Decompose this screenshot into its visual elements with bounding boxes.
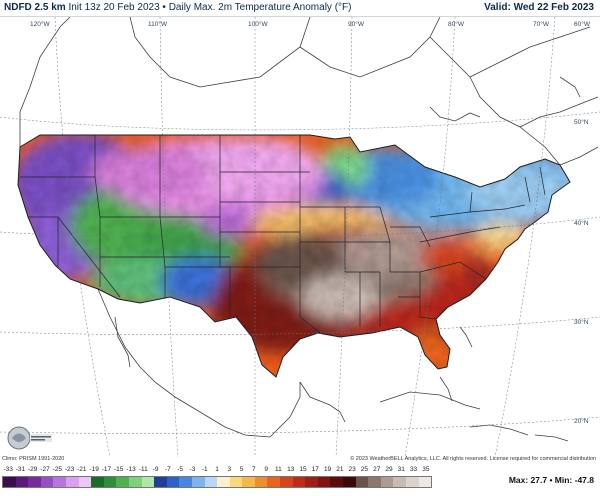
lat-label-30n: 30°N (574, 318, 589, 326)
colorbar-swatch (406, 477, 419, 487)
colorbar-tick-label: -25 (52, 466, 62, 473)
colorbar-tick-label: 17 (311, 466, 319, 473)
colorbar-tick-label: -3 (189, 466, 196, 473)
colorbar-tick-label: 31 (397, 466, 405, 473)
colorbar-tick-label: 15 (299, 466, 307, 473)
colorbar-swatch (166, 477, 180, 487)
model-name: NDFD 2.5 km (4, 2, 66, 13)
colorbar-tick-label: -21 (77, 466, 87, 473)
colorbar-swatch (53, 477, 66, 487)
colorbar-swatch (179, 477, 192, 487)
colorbar-swatch (91, 477, 104, 487)
colorbar-swatch (141, 477, 155, 487)
colorbar-tick-label: 23 (348, 466, 356, 473)
colorbar-swatch (217, 477, 230, 487)
conus-outline (17, 134, 571, 378)
colorbar-tick-label: -11 (138, 466, 148, 473)
colorbar-swatch (154, 477, 167, 487)
colorbar-swatch (280, 477, 293, 487)
colorbar-swatch (204, 477, 218, 487)
copyright-note: © 2023 WeatherBELL Analytics, LLC. All r… (350, 456, 596, 462)
colorbar-tick-label: 3 (227, 466, 232, 473)
lat-label-40n: 40°N (574, 219, 589, 227)
colorbar-tick-label: -27 (40, 466, 50, 473)
colorbar-tick-label: -23 (64, 466, 75, 473)
lat-label-20n: 20°N (574, 417, 589, 425)
colorbar-swatch (78, 477, 92, 487)
colorbar-swatch (393, 477, 406, 487)
colorbar-swatch (330, 477, 344, 487)
colorbar-swatch (418, 477, 432, 487)
colorbar-tick-label: -29 (28, 466, 38, 473)
colorbar-swatch (40, 477, 54, 487)
colorbar-tick-label: 27 (373, 466, 381, 473)
lon-label-70w: 70°W (533, 20, 550, 28)
colorbar-swatch (242, 477, 255, 487)
colorbar-swatch (65, 477, 79, 487)
graticule-labels: 120°W 110°W 100°W 90°W 80°W 70°W 60°W 50… (30, 20, 591, 425)
colorbar-tick-label: -15 (114, 466, 124, 473)
colorbar-tick-label: 7 (252, 466, 256, 473)
colorbar-tick-label: 29 (385, 466, 393, 473)
colorbar-swatch (267, 477, 281, 487)
colorbar-tick-label: -1 (201, 466, 208, 473)
colorbar-tick-label: 21 (336, 466, 344, 473)
lon-label-80w: 80°W (448, 20, 465, 28)
colorbar-swatch (128, 477, 142, 487)
colorbar-tick-label: -7 (164, 466, 171, 473)
colorbar-tick-label: -17 (101, 466, 112, 473)
land-outlines (19, 17, 599, 442)
colorbar-tick-label: -13 (126, 466, 136, 473)
colorbar-swatch (343, 477, 356, 487)
colorbar-tick-label: 33 (409, 466, 418, 473)
colorbar-swatch (254, 477, 268, 487)
colorbar-swatch (355, 477, 369, 487)
colorbar-swatch (305, 477, 318, 487)
colorbar-tick-label: 13 (287, 466, 295, 473)
lon-label-90w: 90°W (348, 20, 365, 28)
colorbar-tick-label: 11 (275, 466, 282, 473)
colorbar-tick-label: -9 (152, 466, 159, 473)
anomaly-colorbar: -33 -31 -29 -27 -25 -23 -21 -19 -17 -15 -13 -11 -9 -7… (2, 466, 432, 492)
colorbar-tick-label: 1 (215, 466, 219, 473)
colorbar-tick-label: 9 (264, 466, 268, 473)
temperature-anomaly-map: 120°W 110°W 100°W 90°W 80°W 70°W 60°W 50… (0, 17, 600, 457)
colorbar-swatch (28, 477, 41, 487)
lon-label-110w: 110°W (148, 20, 168, 28)
colorbar-swatches (2, 476, 432, 488)
colorbar-tick-label: -33 (3, 466, 13, 473)
valid-time: Valid: Wed 22 Feb 2023 (484, 2, 594, 13)
colorbar-tick-label: 19 (323, 466, 332, 473)
colorbar-swatch (229, 477, 243, 487)
colorbar-swatch (15, 477, 29, 487)
lon-label-100w: 100°W (248, 20, 268, 28)
colorbar-tick-label: 35 (422, 466, 430, 473)
colorbar-swatch (292, 477, 306, 487)
map-description: Init 13z 20 Feb 2023 • Daily Max. 2m Tem… (68, 2, 352, 13)
colorbar-swatch (3, 477, 16, 487)
state-borders (20, 135, 546, 334)
colorbar-swatch (368, 477, 381, 487)
colorbar-swatch (317, 477, 331, 487)
graticule (0, 17, 600, 457)
colorbar-tick-label: 25 (360, 466, 369, 473)
colorbar-tick-label: -19 (89, 466, 99, 473)
lon-label-120w: 120°W (30, 20, 50, 28)
colorbar-tick-label: -5 (177, 466, 184, 473)
colorbar-ticks: -33 -31 -29 -27 -25 -23 -21 -19 -17 -15 -13 -11 -9 -7… (2, 466, 432, 476)
colorbar-tick-label: 5 (239, 466, 244, 473)
lat-label-50n: 50°N (574, 118, 589, 126)
colorbar-swatch (116, 477, 129, 487)
climo-note: Climo: PRISM 1991-2020 (2, 456, 65, 462)
max-min-readout: Max: 27.7 • Min: -47.8 (508, 475, 594, 485)
title-bar: NDFD 2.5 km Init 13z 20 Feb 2023 • Daily… (0, 0, 600, 17)
colorbar-tick-label: -31 (15, 466, 26, 473)
lon-label-60w: 60°W (574, 20, 591, 28)
colorbar-swatch (103, 477, 117, 487)
colorbar-swatch (191, 477, 205, 487)
colorbar-swatch (380, 477, 394, 487)
map-title: NDFD 2.5 km Init 13z 20 Feb 2023 • Daily… (4, 2, 351, 13)
weatherbell-logo (7, 426, 52, 450)
